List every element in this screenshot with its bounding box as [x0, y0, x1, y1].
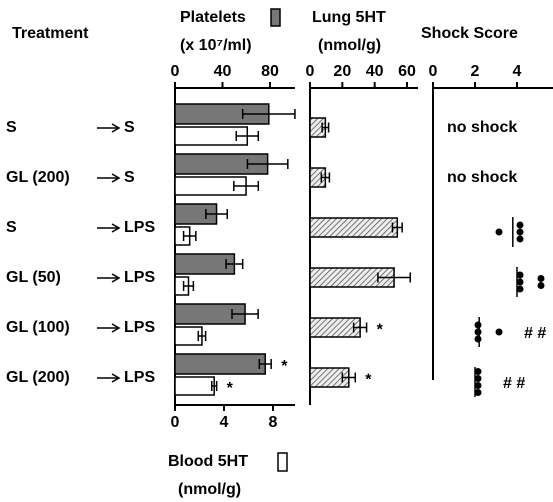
tick-label: 4	[220, 414, 229, 431]
error-bar	[241, 109, 296, 119]
arrow-head	[111, 123, 121, 133]
dot	[474, 389, 482, 396]
dot	[474, 335, 482, 343]
no-shock-label: no shock	[447, 119, 517, 136]
dot	[516, 221, 524, 229]
dot	[495, 328, 503, 336]
platelet-legend	[270, 8, 281, 27]
dot	[474, 328, 482, 336]
tick-label: 40	[366, 63, 384, 80]
tick-label: 2	[471, 63, 480, 80]
no-shock-label: no shock	[447, 169, 517, 186]
error-bar	[182, 281, 195, 291]
arrow-head	[111, 173, 121, 183]
error-bar	[341, 372, 357, 383]
error-bar	[246, 159, 289, 169]
dot	[516, 278, 524, 286]
treatment-post: LPS	[124, 219, 155, 236]
tick-label: 20	[333, 63, 351, 80]
treatment-pre: GL (200)	[6, 369, 70, 386]
annotation: # #	[524, 325, 546, 342]
shock-title: Shock Score	[421, 25, 518, 42]
bar	[174, 353, 266, 375]
error-bar	[235, 131, 260, 141]
error-bar	[211, 381, 218, 391]
arrow-head	[111, 373, 121, 383]
arrow-head	[111, 223, 121, 233]
treatment-post: S	[124, 169, 135, 186]
dot	[516, 228, 524, 236]
tick-label: 0	[171, 63, 180, 80]
treatment-pre: GL (100)	[6, 319, 70, 336]
treatment-post: S	[124, 119, 135, 136]
annotation: # #	[503, 375, 525, 392]
tick-label: 80	[261, 63, 279, 80]
error-bar	[258, 359, 272, 369]
error-bar	[233, 181, 260, 191]
tick-label: 8	[269, 414, 278, 431]
platelet-title: Platelets	[180, 9, 246, 26]
dot	[516, 285, 524, 293]
dot	[474, 375, 482, 382]
dot	[537, 275, 545, 282]
tick-label: 60	[398, 63, 416, 80]
dot	[474, 382, 482, 389]
tick-label: 0	[306, 63, 315, 80]
annotation: *	[377, 322, 384, 339]
treatment-pre: GL (50)	[6, 269, 61, 286]
bar	[309, 317, 361, 338]
treatment-post: LPS	[124, 319, 155, 336]
treatment-post: LPS	[124, 369, 155, 386]
error-bar	[231, 309, 259, 319]
annotation: *	[281, 358, 288, 375]
arrow-head	[111, 273, 121, 283]
treatment-pre: GL (200)	[6, 169, 70, 186]
error-bar	[205, 209, 228, 219]
platelet-subtitle: (x 10⁷/ml)	[180, 37, 252, 54]
dot	[516, 235, 524, 243]
error-bar	[321, 122, 330, 133]
dot	[495, 228, 503, 236]
treatment-header: Treatment	[12, 25, 89, 42]
dot	[474, 368, 482, 375]
arrow-head	[111, 323, 121, 333]
error-bar	[352, 322, 368, 333]
dot	[474, 321, 482, 329]
blood-subtitle: (nmol/g)	[178, 481, 241, 498]
error-bar	[197, 331, 207, 341]
dot	[537, 282, 545, 289]
blood-title: Blood 5HT	[168, 453, 248, 470]
error-bar	[182, 231, 197, 241]
error-bar	[225, 259, 244, 269]
lung-title: Lung 5HT	[312, 9, 386, 26]
tick-label: 0	[429, 63, 438, 80]
error-bar	[391, 222, 403, 233]
treatment-pre: S	[6, 119, 17, 136]
blood-legend	[277, 452, 288, 472]
treatment-post: LPS	[124, 269, 155, 286]
tick-label: 4	[513, 63, 522, 80]
treatment-pre: S	[6, 219, 17, 236]
lung-subtitle: (nmol/g)	[318, 37, 381, 54]
error-bar	[320, 172, 331, 183]
tick-label: 0	[171, 414, 180, 431]
bar	[174, 376, 215, 396]
annotation: *	[365, 372, 372, 389]
tick-label: 40	[214, 63, 232, 80]
annotation: *	[227, 380, 234, 397]
dot	[516, 271, 524, 279]
bar	[309, 217, 399, 238]
error-bar	[377, 272, 411, 283]
